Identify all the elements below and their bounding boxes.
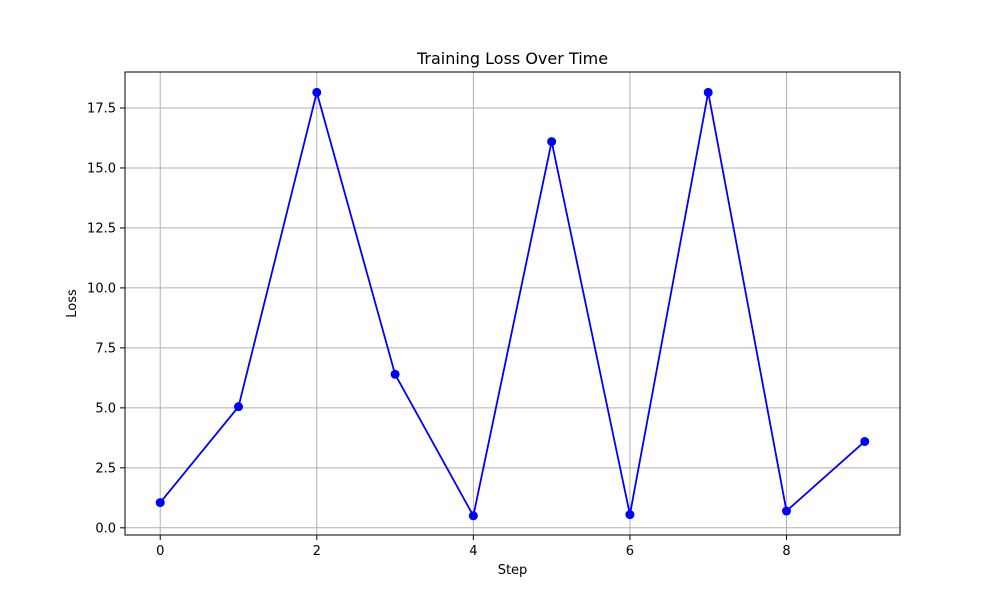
x-tick-label: 4 bbox=[469, 544, 477, 559]
y-tick-label: 5.0 bbox=[95, 401, 116, 416]
y-tick-label: 7.5 bbox=[95, 341, 116, 356]
data-point bbox=[155, 498, 165, 508]
chart-title: Training Loss Over Time bbox=[416, 49, 608, 68]
data-point bbox=[390, 369, 400, 379]
y-tick-label: 10.0 bbox=[87, 281, 116, 296]
x-tick-label: 0 bbox=[156, 544, 164, 559]
series-layer bbox=[155, 87, 870, 521]
data-point bbox=[468, 511, 478, 521]
data-point bbox=[781, 506, 791, 516]
data-point bbox=[625, 510, 635, 520]
data-point bbox=[547, 137, 557, 147]
ticks: 0 2 4 6 8 0.0 2.5 5.0 7.5 10.0 12.5 15.0 17.5 bbox=[87, 101, 791, 559]
x-tick-label: 2 bbox=[313, 544, 321, 559]
data-point bbox=[703, 87, 713, 97]
y-tick-label: 2.5 bbox=[95, 461, 116, 476]
data-point bbox=[234, 402, 244, 412]
grid bbox=[125, 72, 900, 535]
plot-frame bbox=[124, 71, 901, 536]
series-line bbox=[159, 88, 866, 519]
x-axis-label: Step bbox=[498, 563, 528, 578]
y-tick-label: 12.5 bbox=[87, 221, 116, 236]
data-point bbox=[860, 436, 870, 446]
y-tick-label: 15.0 bbox=[87, 161, 116, 176]
x-tick-label: 6 bbox=[626, 544, 634, 559]
y-axis-label: Loss bbox=[65, 289, 80, 318]
y-tick-label: 0.0 bbox=[95, 521, 116, 536]
y-tick-label: 17.5 bbox=[87, 101, 116, 116]
data-point bbox=[312, 87, 322, 97]
x-tick-label: 8 bbox=[782, 544, 790, 559]
